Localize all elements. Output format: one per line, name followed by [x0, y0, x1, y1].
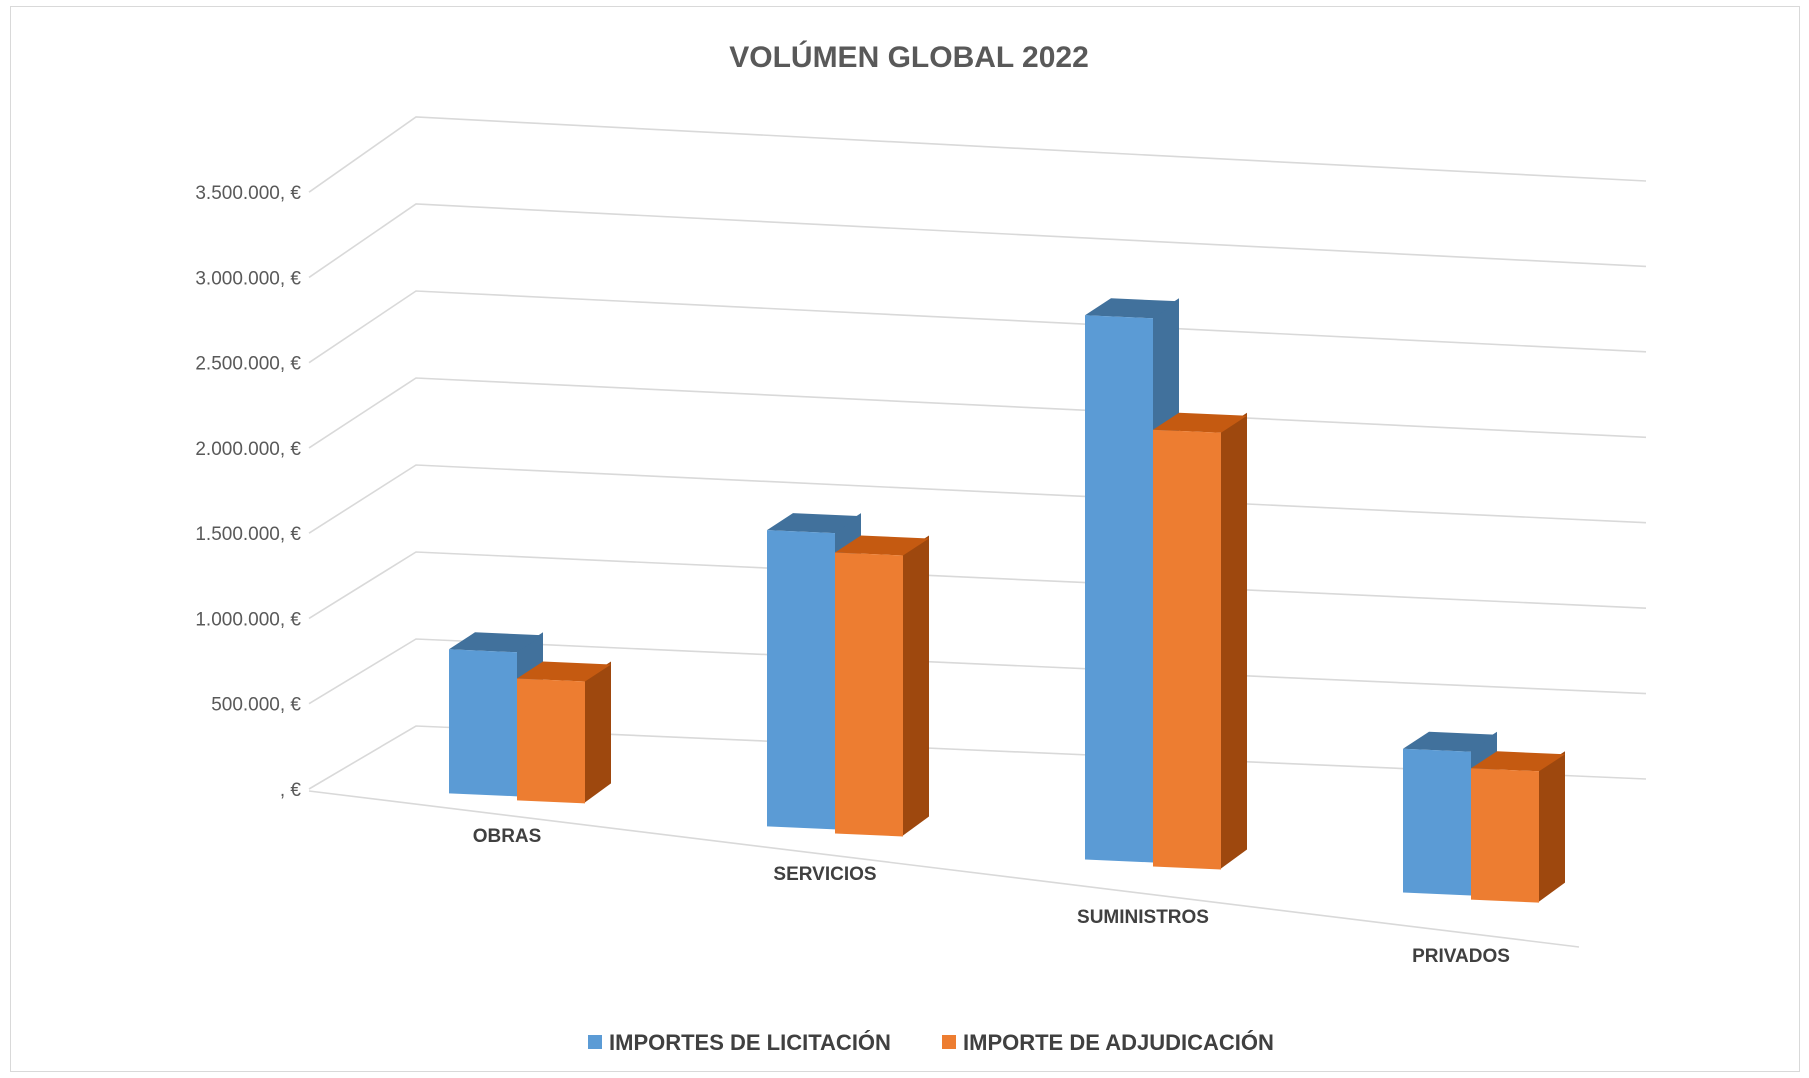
chart-title: VOLÚMEN GLOBAL 2022: [729, 40, 1089, 74]
bar-top-face: [1471, 751, 1565, 772]
legend-swatch-adjudicacion: [942, 1035, 956, 1049]
floor-edge: [308, 790, 1580, 948]
category-label-obras: OBRAS: [473, 826, 542, 847]
bar-top-face: [449, 632, 543, 653]
bar-front-face: [517, 678, 585, 804]
y-tick-label: 2.000.000, €: [195, 439, 301, 460]
category-labels: OBRAS SERVICIOS SUMINISTROS PRIVADOS: [473, 826, 1510, 967]
gridline: [308, 290, 1647, 364]
bar-top-face: [767, 513, 861, 534]
bar-layer: [449, 298, 1565, 903]
bar-obras-adjudicacion: [517, 661, 611, 804]
y-tick-label: 3.000.000, €: [195, 268, 301, 289]
bar-side-face: [1221, 412, 1247, 869]
bar-front-face: [767, 530, 835, 830]
bar-suministros-adjudicacion: [1153, 412, 1247, 870]
y-tick-label: 3.500.000, €: [195, 183, 301, 204]
bar-servicios-adjudicacion: [835, 535, 929, 837]
gridline: [308, 551, 1647, 620]
legend-swatch-licitacion: [588, 1035, 602, 1049]
bar-privados-adjudicacion: [1471, 751, 1565, 903]
bar-front-face: [449, 649, 517, 797]
y-tick-label: 500.000, €: [211, 695, 301, 716]
gridline: [308, 464, 1647, 534]
category-label-suministros: SUMINISTROS: [1077, 907, 1209, 928]
legend: IMPORTES DE LICITACIÓN IMPORTE DE ADJUDI…: [588, 1030, 1274, 1055]
y-tick-label: 2.500.000, €: [195, 354, 301, 375]
bar-front-face: [1153, 429, 1221, 870]
bar-top-face: [835, 535, 929, 556]
category-label-privados: PRIVADOS: [1412, 946, 1510, 967]
y-tick-label: 1.000.000, €: [195, 609, 301, 630]
chart-frame: VOLÚMEN GLOBAL 2022 , € 500.000, € 1.000.0…: [10, 6, 1800, 1072]
legend-label-adjudicacion: IMPORTE DE ADJUDICACIÓN: [963, 1030, 1274, 1055]
bar-top-face: [1403, 731, 1497, 752]
bar-side-face: [585, 661, 611, 803]
bar-front-face: [835, 552, 903, 837]
bar-top-face: [517, 661, 611, 682]
bar-front-face: [1085, 315, 1153, 863]
chart: VOLÚMEN GLOBAL 2022 , € 500.000, € 1.000.0…: [195, 40, 1647, 1055]
bar-front-face: [1471, 768, 1539, 903]
gridline: [308, 203, 1647, 279]
y-tick-label: , €: [280, 780, 302, 801]
category-label-servicios: SERVICIOS: [773, 864, 876, 885]
bar-side-face: [1539, 751, 1565, 902]
y-tick-label: 1.500.000, €: [195, 524, 301, 545]
grid-layer: , € 500.000, € 1.000.000, € 1.500.000, € 2.0…: [195, 116, 1647, 948]
gridline: [308, 116, 1647, 193]
bar-top-face: [1085, 298, 1179, 319]
bar-side-face: [903, 535, 929, 836]
legend-label-licitacion: IMPORTES DE LICITACIÓN: [609, 1030, 891, 1055]
bar-top-face: [1153, 412, 1247, 433]
bar-front-face: [1403, 748, 1471, 896]
gridline: [308, 377, 1647, 449]
